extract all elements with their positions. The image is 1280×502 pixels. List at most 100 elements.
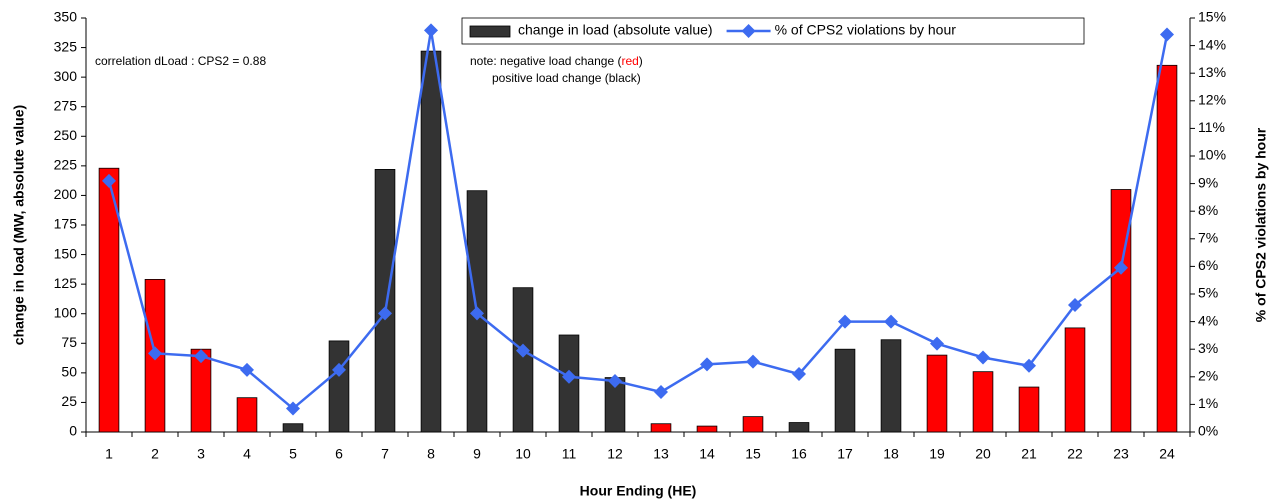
y2-tick-label: 11%	[1198, 119, 1225, 135]
y-tick-label: 100	[54, 304, 78, 320]
y-tick-label: 0	[69, 423, 77, 439]
y-axis-label: change in load (MW, absolute value)	[11, 105, 27, 345]
x-tick-label: 10	[515, 446, 531, 462]
marker	[1022, 358, 1036, 373]
y-tick-label: 125	[54, 275, 78, 291]
legend-label: % of CPS2 violations by hour	[775, 22, 957, 38]
y-tick-label: 325	[54, 38, 78, 54]
legend-label: change in load (absolute value)	[518, 22, 713, 38]
marker	[102, 173, 116, 188]
x-tick-label: 17	[837, 446, 853, 462]
bar	[834, 348, 856, 433]
x-tick-label: 13	[653, 446, 669, 462]
y-tick-label: 275	[54, 97, 78, 113]
x-tick-label: 23	[1113, 446, 1129, 462]
marker	[240, 362, 254, 377]
marker	[470, 306, 484, 321]
line	[107, 30, 1169, 411]
y2-tick-label: 4%	[1198, 312, 1218, 328]
marker	[838, 314, 852, 329]
x-tick-label: 3	[197, 446, 205, 462]
bar	[98, 167, 120, 433]
y-tick-label: 25	[61, 393, 77, 409]
y-tick-label: 150	[54, 245, 78, 261]
bar	[1018, 386, 1040, 433]
marker	[378, 306, 392, 321]
y2-tick-label: 15%	[1198, 9, 1226, 25]
x-tick-label: 16	[791, 446, 807, 462]
y-tick-label: 225	[54, 157, 78, 173]
x-tick-label: 8	[427, 446, 435, 462]
y2-tick-label: 5%	[1198, 285, 1218, 301]
y-tick-label: 200	[54, 186, 78, 202]
bar	[972, 371, 994, 433]
bar	[374, 169, 396, 433]
bar	[1156, 64, 1178, 433]
bar	[512, 287, 534, 433]
legend-swatch	[469, 25, 511, 38]
annotation: correlation dLoad : CPS2 = 0.88	[95, 54, 266, 68]
bar	[1064, 327, 1086, 433]
x-tick-label: 4	[243, 446, 251, 462]
y2-tick-label: 12%	[1198, 92, 1226, 108]
y-tick-label: 75	[61, 334, 77, 350]
x-tick-label: 1	[105, 446, 113, 462]
annotation-part: red	[621, 54, 638, 68]
annotation: positive load change (black)	[492, 71, 641, 85]
bar	[788, 422, 810, 433]
marker	[1114, 260, 1128, 275]
y-tick-label: 50	[61, 364, 77, 380]
marker	[700, 357, 714, 372]
marker	[792, 367, 806, 382]
marker	[884, 314, 898, 329]
marker	[654, 384, 668, 399]
y2-tick-label: 8%	[1198, 202, 1218, 218]
bar	[696, 425, 718, 433]
bar	[650, 423, 672, 433]
annotation: note: negative load change (red)	[470, 54, 643, 68]
x-axis-label: Hour Ending (HE)	[580, 483, 697, 499]
x-tick-label: 9	[473, 446, 481, 462]
x-tick-label: 15	[745, 446, 761, 462]
legend-box	[461, 17, 1085, 45]
x-tick-label: 2	[151, 446, 159, 462]
y2-axis-label: % of CPS2 violations by hour	[1253, 127, 1269, 322]
y2-tick-label: 1%	[1198, 395, 1218, 411]
annotation-part: note: negative load change (	[470, 54, 621, 68]
x-tick-label: 6	[335, 446, 343, 462]
marker	[746, 354, 760, 369]
bar	[1110, 189, 1132, 433]
marker	[286, 401, 300, 416]
y-tick-label: 350	[54, 9, 78, 25]
x-tick-label: 5	[289, 446, 297, 462]
marker	[148, 346, 162, 361]
x-tick-label: 11	[562, 446, 577, 462]
x-tick-label: 12	[607, 446, 623, 462]
bar	[282, 423, 304, 433]
marker	[516, 343, 530, 358]
marker	[424, 23, 438, 38]
x-tick-label: 20	[975, 446, 991, 462]
legend-swatch	[741, 24, 756, 38]
y2-tick-label: 10%	[1198, 147, 1226, 163]
x-tick-label: 22	[1067, 446, 1083, 462]
y2-tick-label: 9%	[1198, 174, 1218, 190]
marker	[608, 373, 622, 388]
bar	[926, 354, 948, 433]
bar	[880, 339, 902, 433]
marker	[930, 336, 944, 351]
bar	[420, 50, 442, 433]
y2-tick-label: 3%	[1198, 340, 1218, 356]
x-tick-label: 18	[883, 446, 899, 462]
bar	[328, 340, 350, 433]
marker	[194, 349, 208, 364]
y2-tick-label: 6%	[1198, 257, 1218, 273]
x-tick-label: 21	[1021, 446, 1037, 462]
bar	[742, 416, 764, 433]
x-tick-label: 19	[929, 446, 945, 462]
y-tick-label: 175	[54, 216, 78, 232]
x-tick-label: 7	[381, 446, 389, 462]
y-tick-label: 300	[54, 68, 78, 84]
marker	[562, 369, 576, 384]
